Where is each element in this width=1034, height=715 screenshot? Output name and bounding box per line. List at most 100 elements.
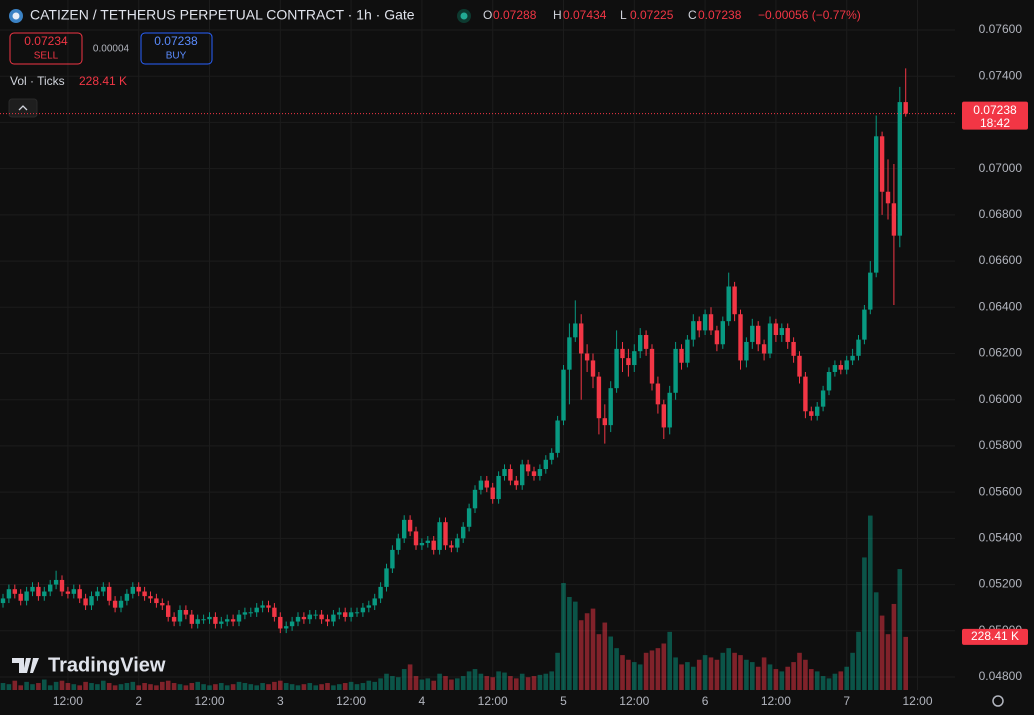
candle-body: [166, 605, 171, 617]
candle-body: [289, 621, 295, 627]
volume-bar: [112, 685, 118, 690]
x-tick-label: 4: [419, 694, 426, 708]
candle-body: [343, 612, 348, 617]
volume-bar: [154, 685, 159, 690]
candle-body: [820, 390, 826, 407]
volume-bar: [661, 643, 667, 690]
candle-body: [797, 355, 802, 377]
volume-legend-name: Vol · Ticks: [10, 74, 65, 88]
buy-button[interactable]: [140, 32, 213, 65]
symbol-icon-inner: [12, 12, 20, 20]
buy-label: BUY: [166, 51, 187, 62]
volume-bar: [685, 662, 690, 690]
sell-label: SELL: [34, 51, 59, 62]
volume-bar: [537, 674, 543, 690]
candle-body: [425, 540, 430, 543]
ohlc-value: 0.07238: [698, 8, 742, 22]
candle-body: [543, 459, 548, 470]
y-tick-label: 0.05400: [979, 531, 1023, 545]
volume-bar: [838, 671, 844, 690]
candle-body: [472, 489, 478, 509]
candle-body: [307, 614, 312, 620]
volume-bar: [679, 664, 684, 690]
sell-button[interactable]: [9, 32, 83, 65]
candle-body: [160, 603, 165, 606]
volume-bar: [873, 592, 879, 690]
candle-body: [785, 328, 790, 342]
volume-bar: [755, 666, 761, 690]
volume-bar: [767, 664, 773, 690]
candle-body: [431, 540, 436, 550]
volume-bar: [142, 683, 147, 690]
candle-body: [868, 272, 873, 310]
candle-body: [171, 616, 177, 622]
candle-body: [844, 360, 849, 370]
x-tick-label: 5: [560, 694, 567, 708]
candle-body: [142, 591, 147, 597]
y-tick-label: 0.06800: [979, 207, 1023, 221]
volume-bar: [750, 662, 755, 690]
candle-body: [732, 286, 737, 315]
volume-bar: [885, 634, 891, 690]
x-tick-label: 12:00: [194, 694, 224, 708]
volume-bar: [431, 680, 436, 690]
volume-bar: [165, 680, 171, 690]
volume-bar: [224, 685, 230, 690]
candle-body: [183, 609, 189, 615]
volume-bar: [236, 681, 242, 690]
y-tick-label: 0.06600: [979, 253, 1023, 267]
volume-bar: [53, 681, 59, 690]
volume-bar: [891, 603, 897, 690]
candle-body: [903, 102, 908, 114]
ohlc-label: C: [688, 8, 697, 22]
candle-body: [331, 614, 336, 622]
candle-body: [195, 619, 200, 624]
volume-bar: [549, 671, 554, 690]
volume-bar: [490, 677, 495, 690]
grid: [0, 0, 955, 690]
candle-body: [366, 605, 371, 608]
volume-bar: [643, 652, 649, 690]
candle-body: [177, 609, 183, 622]
ohlc-value: 0.07288: [493, 8, 537, 22]
volume-bar: [378, 678, 383, 690]
candle-body: [278, 616, 283, 629]
candle-body: [313, 614, 318, 616]
x-tick-label: 3: [277, 694, 284, 708]
candle-body: [561, 369, 566, 421]
candle-body: [0, 598, 6, 604]
volume-bar: [850, 652, 855, 690]
volume-bar: [478, 673, 484, 690]
collapse-button[interactable]: [8, 98, 38, 118]
candle-body: [856, 339, 861, 356]
candle-body: [112, 600, 118, 608]
volume-bar: [136, 685, 141, 690]
candle-body: [815, 406, 820, 416]
volume-bar: [0, 683, 6, 690]
candle-body: [691, 321, 696, 340]
x-tick-label: 6: [702, 694, 709, 708]
ohlc-label: H: [553, 8, 562, 22]
candle-body: [584, 353, 590, 361]
candle-body: [697, 321, 702, 331]
candle-body: [107, 586, 112, 601]
candle-body: [750, 325, 755, 342]
candle-body: [531, 471, 537, 476]
change: −0.00056 (−0.77%): [758, 8, 861, 22]
candle-body: [225, 619, 230, 622]
ohlc-label: O: [483, 8, 492, 22]
volume-bar: [502, 672, 507, 690]
volume-bar: [844, 666, 849, 690]
collapse-icon: [18, 105, 28, 111]
volume-bar: [820, 676, 826, 690]
candle-body: [260, 605, 265, 608]
candle-body: [12, 589, 17, 594]
candle-body: [236, 614, 242, 622]
volume-bar: [390, 676, 395, 690]
volume-bar: [12, 680, 18, 690]
volume-bar: [254, 685, 259, 690]
candle-body: [602, 418, 607, 426]
settings-icon[interactable]: [992, 695, 1004, 707]
y-tick-label: 0.05600: [979, 484, 1023, 498]
volume-bar: [278, 680, 283, 690]
